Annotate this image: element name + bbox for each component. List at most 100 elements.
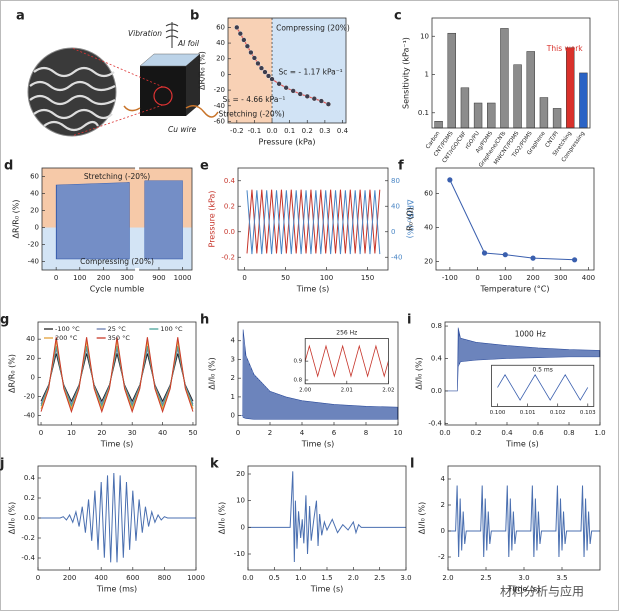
x-tick-label: 50 bbox=[189, 429, 198, 437]
y-tick-label: -20 bbox=[24, 392, 35, 400]
annotation: 256 Hz bbox=[336, 330, 357, 337]
y-tick-label: 10 bbox=[420, 32, 429, 40]
point bbox=[325, 101, 331, 107]
y-tick-label: 40 bbox=[424, 224, 433, 232]
panel: -0.4 0.0 0.4 0.8 0.0 0.2 0.4 0.6 0.8 1.0 Time (s) Δ… bbox=[407, 313, 606, 449]
axis-break bbox=[135, 268, 140, 272]
y-tick-label: 2 bbox=[231, 374, 235, 382]
label: Cu wire bbox=[168, 125, 197, 134]
wire bbox=[123, 105, 141, 112]
y-tick-label: -0.4 bbox=[21, 554, 35, 562]
plot-frame bbox=[431, 17, 591, 129]
point bbox=[311, 96, 317, 102]
point bbox=[262, 69, 268, 75]
y-axis-label: Pressure (kPa) bbox=[208, 191, 217, 248]
legend-label: 25 °C bbox=[108, 325, 127, 333]
y-tick-label: -40 bbox=[28, 258, 39, 266]
bar bbox=[552, 108, 562, 129]
panel-letter: a bbox=[16, 9, 25, 24]
y-tick-label: 80 bbox=[391, 177, 400, 185]
x-tick-label: 200 bbox=[63, 574, 76, 582]
y-tick-label: 20 bbox=[424, 258, 433, 266]
x-axis-label: Time (s) bbox=[301, 440, 335, 449]
x-tick-label: 400 bbox=[95, 574, 108, 582]
y-tick-label: 20 bbox=[26, 354, 35, 362]
y-axis-label: ΔI/I₀ (%) bbox=[415, 357, 424, 389]
series-line bbox=[246, 190, 381, 255]
panel-letter: k bbox=[210, 457, 219, 472]
y-axis-label: ΔI/I₀ (%) bbox=[208, 357, 217, 389]
y-tick-label: 0.4 bbox=[431, 354, 443, 362]
x-tick-label: 30 bbox=[128, 429, 137, 437]
y-tick-label: -0.2 bbox=[221, 253, 235, 261]
x-tick-label: 400 bbox=[582, 274, 595, 282]
point bbox=[269, 76, 275, 82]
annotation: Compressing (20%) bbox=[276, 24, 350, 33]
y-tick-label: -2 bbox=[438, 553, 445, 561]
x-tick-label: 0.0 bbox=[266, 127, 277, 135]
x-tick-label: 0 bbox=[242, 274, 246, 282]
panel-letter: b bbox=[190, 9, 199, 24]
y-axis-label: Sensitivity (kPa⁻¹) bbox=[402, 37, 411, 109]
x-tick-label: 0.5 bbox=[269, 574, 280, 582]
annotation: Compressing (20%) bbox=[80, 257, 154, 266]
x-tick-label: 0.3 bbox=[319, 127, 330, 135]
y-axis-label: ΔR/R₀ (%) bbox=[12, 200, 21, 239]
bar bbox=[539, 97, 549, 129]
panel-letter: d bbox=[4, 159, 13, 174]
x-axis-label: Time (s) bbox=[505, 440, 539, 449]
panel-letter: j bbox=[0, 457, 4, 472]
y-tick-label: -10 bbox=[234, 550, 245, 558]
x-tick-label: 0.100 bbox=[490, 410, 506, 416]
plot-frame bbox=[37, 321, 197, 426]
y-tick-label: 1 bbox=[425, 71, 429, 79]
x-axis-label: Time (s) bbox=[296, 285, 330, 294]
panel: -2 0 2 4 2.0 2.5 3.0 3.5 Time (s) ΔI/I₀ (%) l bbox=[410, 457, 601, 594]
y-axis-label: ΔR/R₀ (%) bbox=[8, 354, 17, 393]
x-tick-label: 1.0 bbox=[594, 429, 605, 437]
marker bbox=[502, 252, 508, 258]
panel-letter: h bbox=[200, 313, 209, 328]
bar bbox=[579, 72, 588, 129]
plot-frame bbox=[491, 364, 595, 407]
signal-band bbox=[55, 182, 130, 260]
x-tick-label: 0.8 bbox=[563, 429, 574, 437]
y-tick-label: 0.2 bbox=[24, 494, 35, 502]
y-axis-label: ΔI/I₀ (%) bbox=[418, 502, 427, 534]
annotation: 1000 Hz bbox=[515, 329, 546, 338]
legend-label: 100 °C bbox=[160, 325, 183, 333]
y-tick-label: 20 bbox=[236, 470, 245, 478]
y-tick-label: 20 bbox=[30, 207, 39, 215]
x-tick-label: 0 bbox=[54, 274, 58, 282]
wire bbox=[185, 105, 219, 118]
series-line bbox=[40, 340, 194, 411]
annotation: Sc = - 1.17 kPa⁻¹ bbox=[278, 68, 342, 77]
x-tick-label: 1000 bbox=[187, 574, 205, 582]
label: Al foil bbox=[177, 39, 200, 48]
y-tick-label: -0.2 bbox=[21, 534, 35, 542]
region-compress bbox=[272, 18, 346, 123]
bar bbox=[434, 121, 443, 129]
x-tick-label: 2.02 bbox=[382, 387, 394, 393]
y-tick-label: 0.1 bbox=[418, 109, 429, 117]
panel: -0.4 -0.2 0.0 0.2 0.4 0 200 400 600 800 1000 Time (… bbox=[0, 457, 205, 594]
legend-label: 200 °C bbox=[55, 334, 78, 342]
x-tick-label: 0.4 bbox=[501, 429, 513, 437]
y-tick-label: 0.0 bbox=[24, 514, 35, 522]
x-tick-label: 0.102 bbox=[550, 410, 566, 416]
bar bbox=[487, 102, 496, 129]
y-tick-label: 60 bbox=[30, 173, 39, 181]
bar bbox=[526, 51, 535, 129]
x-tick-label: 0.103 bbox=[580, 410, 596, 416]
panel: -40 -20 0 20 40 0 10 20 30 40 50 Time (s) ΔR/R₀ (%) g… bbox=[0, 313, 197, 449]
bar bbox=[473, 102, 483, 129]
x-tick-label: 100 bbox=[320, 274, 333, 282]
point bbox=[283, 85, 289, 91]
x-axis-label: Cycle numble bbox=[90, 285, 145, 294]
x-tick-label: 0.4 bbox=[337, 127, 349, 135]
texture bbox=[29, 66, 116, 132]
plot-frame bbox=[237, 321, 399, 426]
x-tick-label: 600 bbox=[126, 574, 139, 582]
point bbox=[248, 49, 254, 56]
